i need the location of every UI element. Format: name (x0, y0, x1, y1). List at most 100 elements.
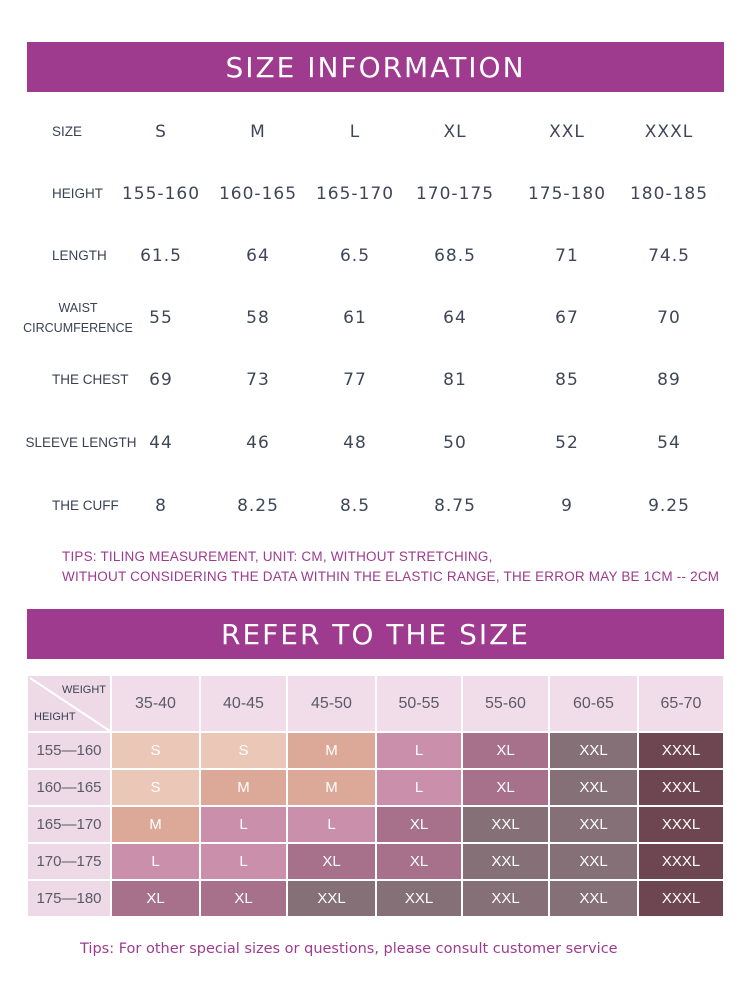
recommended-size-cell: L (112, 844, 201, 881)
size-value-cell: 9.25 (648, 496, 690, 516)
size-value-cell: 74.5 (648, 246, 690, 266)
size-value-cell: 160-165 (218, 184, 298, 204)
recommended-size-cell: M (288, 770, 377, 807)
weight-height-corner: WEIGHT HEIGHT (28, 676, 112, 733)
size-value-cell: 8 (155, 496, 167, 516)
size-value-cell: 54 (657, 433, 681, 453)
size-header-s: S (155, 122, 167, 142)
recommended-size-cell: S (201, 733, 288, 770)
recommended-size-cell: XL (463, 733, 550, 770)
recommended-size-cell: XXL (550, 770, 639, 807)
recommended-size-cell: L (201, 807, 288, 844)
recommended-size-cell: XL (288, 844, 377, 881)
weight-header-35-40: 35-40 (112, 676, 201, 733)
recommended-size-cell: XXL (550, 807, 639, 844)
recommended-size-cell: S (112, 733, 201, 770)
recommended-size-cell: XL (201, 881, 288, 918)
row-label-sleeve-length: SLEEVE LENGTH (25, 435, 137, 450)
tips-line-2: WITHOUT CONSIDERING THE DATA WITHIN THE … (62, 569, 720, 584)
row-label-the-cuff: THE CUFF (52, 498, 119, 513)
tips-line-1: TIPS: TILING MEASUREMENT, UNIT: CM, WITH… (62, 549, 493, 564)
size-value-cell: 67 (555, 308, 579, 328)
size-value-cell: 73 (246, 370, 270, 390)
recommended-size-cell: XXL (463, 807, 550, 844)
size-value-cell: 55 (149, 308, 173, 328)
size-value-cell: 68.5 (434, 246, 476, 266)
size-value-cell: 64 (246, 246, 270, 266)
size-value-cell: 165-170 (315, 184, 395, 204)
size-header-xl: XL (443, 122, 467, 142)
height-row-label: 165—170 (28, 807, 112, 844)
recommended-size-cell: XXXL (639, 770, 725, 807)
size-value-cell: 8.75 (434, 496, 476, 516)
size-value-cell: 170-175 (415, 184, 495, 204)
weight-header-60-65: 60-65 (550, 676, 639, 733)
size-header-xxl: XXL (549, 122, 585, 142)
size-value-cell: 71 (555, 246, 579, 266)
recommended-size-cell: XL (377, 844, 463, 881)
height-row-label: 175—180 (28, 881, 112, 918)
refer-to-size-banner: REFER TO THE SIZE (27, 609, 724, 659)
size-value-cell: 9 (561, 496, 573, 516)
weight-header-45-50: 45-50 (288, 676, 377, 733)
recommended-size-cell: XL (463, 770, 550, 807)
diagonal-divider-icon (29, 677, 111, 732)
size-header-xxxl: XXXL (644, 122, 694, 142)
recommended-size-cell: XXL (463, 881, 550, 918)
recommended-size-cell: M (201, 770, 288, 807)
recommended-size-cell: XL (377, 807, 463, 844)
row-label-waist-circumference: WAIST CIRCUMFERENCE (23, 301, 133, 335)
size-value-cell: 77 (343, 370, 367, 390)
size-value-cell: 180-185 (629, 184, 709, 204)
height-row-label: 160—165 (28, 770, 112, 807)
tiling-measurement-tips: TIPS: TILING MEASUREMENT, UNIT: CM, WITH… (62, 547, 742, 587)
size-reference-grid: WEIGHT HEIGHT 35-40 40-45 45-50 50-55 55-60 60-… (28, 676, 725, 920)
recommended-size-cell: XXL (377, 881, 463, 918)
size-value-cell: 61.5 (140, 246, 182, 266)
recommended-size-cell: M (288, 733, 377, 770)
recommended-size-cell: XXXL (639, 733, 725, 770)
size-value-cell: 69 (149, 370, 173, 390)
size-value-cell: 61 (343, 308, 367, 328)
recommended-size-cell: XXL (550, 844, 639, 881)
size-value-cell: 58 (246, 308, 270, 328)
size-value-cell: 175-180 (527, 184, 607, 204)
height-row-label: 170—175 (28, 844, 112, 881)
size-value-cell: 8.5 (339, 496, 371, 516)
size-information-title: SIZE INFORMATION (225, 50, 526, 84)
recommended-size-cell: XXL (550, 881, 639, 918)
weight-header-40-45: 40-45 (201, 676, 288, 733)
size-value-cell: 8.25 (237, 496, 279, 516)
size-information-banner: SIZE INFORMATION (27, 42, 724, 92)
size-value-cell: 89 (657, 370, 681, 390)
recommended-size-cell: L (201, 844, 288, 881)
height-label: HEIGHT (34, 711, 76, 723)
size-header-label: SIZE (52, 124, 83, 139)
recommended-size-cell: S (112, 770, 201, 807)
weight-header-55-60: 55-60 (463, 676, 550, 733)
size-value-cell: 81 (443, 370, 467, 390)
customer-service-tip: Tips: For other special sizes or questio… (80, 941, 618, 957)
size-value-cell: 48 (343, 433, 367, 453)
recommended-size-cell: XXXL (639, 844, 725, 881)
row-label-the-chest: THE CHEST (52, 372, 129, 387)
recommended-size-cell: XXL (288, 881, 377, 918)
size-value-cell: 6.5 (339, 246, 371, 266)
weight-header-65-70: 65-70 (639, 676, 725, 733)
recommended-size-cell: XL (112, 881, 201, 918)
recommended-size-cell: XXL (550, 733, 639, 770)
weight-header-50-55: 50-55 (377, 676, 463, 733)
size-header-l: L (349, 122, 361, 142)
recommended-size-cell: XXXL (639, 881, 725, 918)
size-header-m: M (250, 122, 266, 142)
size-value-cell: 64 (443, 308, 467, 328)
size-value-cell: 46 (246, 433, 270, 453)
recommended-size-cell: XXL (463, 844, 550, 881)
weight-label: WEIGHT (62, 684, 106, 696)
refer-to-size-title: REFER TO THE SIZE (221, 617, 530, 651)
size-value-cell: 44 (149, 433, 173, 453)
size-value-cell: 50 (443, 433, 467, 453)
recommended-size-cell: M (112, 807, 201, 844)
size-value-cell: 52 (555, 433, 579, 453)
size-value-cell: 155-160 (121, 184, 201, 204)
